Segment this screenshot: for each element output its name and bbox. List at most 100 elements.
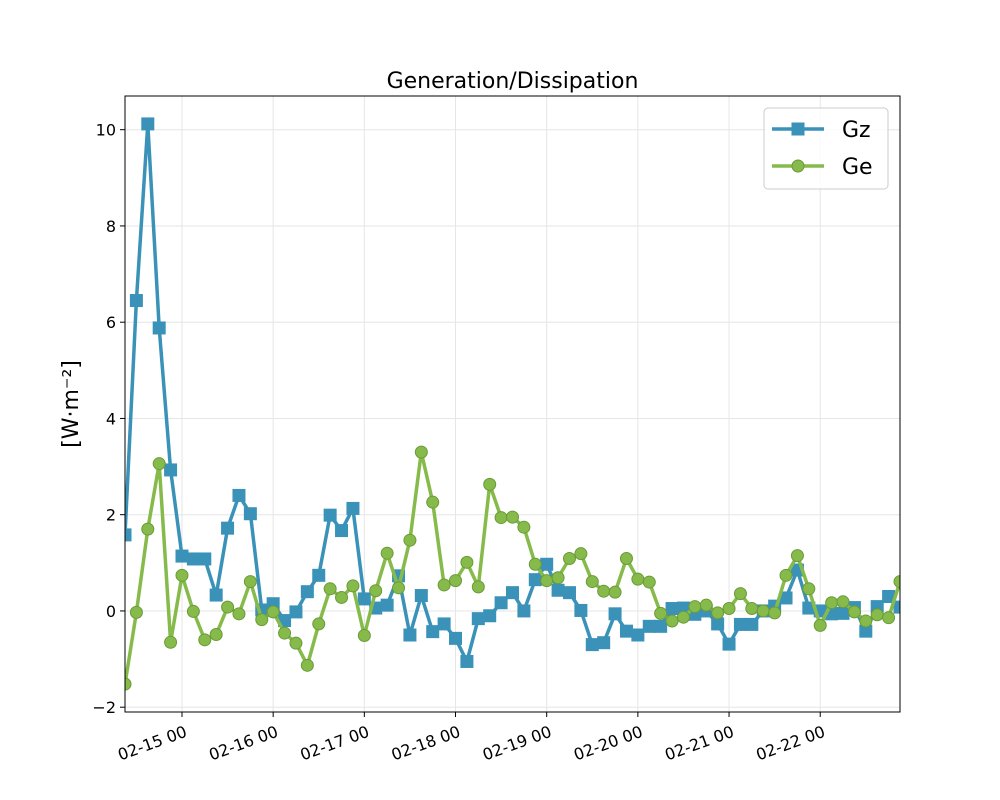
data-point-gz [528, 573, 542, 587]
legend: Gz Ge [763, 107, 889, 190]
data-point-gz [449, 631, 463, 645]
data-point-gz [141, 117, 155, 131]
data-point-ge [882, 611, 896, 625]
data-point-ge [471, 580, 485, 594]
data-point-gz [471, 612, 485, 626]
y-axis-label: [W·m⁻²] [59, 360, 84, 448]
data-point-gz [426, 625, 440, 639]
y-tick-label: 8 [106, 217, 116, 236]
data-point-gz [221, 521, 235, 535]
data-point-gz [665, 602, 679, 616]
data-point-ge [619, 551, 633, 565]
data-point-gz [129, 294, 143, 308]
data-point-ge [449, 574, 463, 588]
data-point-ge [300, 658, 314, 672]
legend-label-gz: Gz [842, 118, 871, 143]
data-point-ge [164, 635, 178, 649]
data-point-ge [209, 628, 223, 642]
data-point-ge [335, 590, 349, 604]
data-point-gz [335, 524, 349, 538]
data-point-ge [414, 445, 428, 459]
data-point-ge [847, 605, 861, 619]
plot-area [125, 117, 900, 691]
data-point-gz [164, 463, 178, 477]
data-point-ge [688, 600, 702, 614]
data-point-ge [266, 605, 280, 619]
data-point-gz [460, 654, 474, 668]
data-point-gz [357, 592, 371, 606]
series-gz [125, 117, 900, 668]
data-point-ge [699, 598, 713, 612]
data-point-ge [152, 457, 166, 471]
data-point-gz [437, 617, 451, 631]
data-point-ge [528, 557, 542, 571]
data-point-ge [437, 578, 451, 592]
series-ge [125, 445, 900, 691]
data-point-ge [129, 605, 143, 619]
data-point-ge [768, 606, 782, 620]
data-point-gz [631, 628, 645, 642]
data-point-ge [733, 587, 747, 601]
data-point-ge [813, 618, 827, 632]
y-tick-label: 4 [106, 409, 116, 428]
data-point-gz [175, 549, 189, 563]
data-point-ge [175, 568, 189, 582]
data-point-gz [711, 617, 725, 631]
data-point-gz [483, 609, 497, 623]
y-tick-label: 10 [96, 121, 116, 140]
data-point-gz [346, 501, 360, 515]
data-point-gz [585, 638, 599, 652]
data-point-gz [380, 598, 394, 612]
data-point-ge [825, 596, 839, 610]
data-point-ge [243, 575, 257, 589]
data-point-gz [506, 586, 519, 600]
data-point-gz [517, 604, 531, 618]
data-point-gz [619, 624, 633, 638]
data-point-ge [517, 520, 531, 534]
data-point-ge [870, 608, 884, 622]
data-point-gz [562, 586, 576, 600]
data-point-ge [232, 607, 246, 621]
data-point-ge [790, 549, 804, 563]
data-point-ge [255, 613, 269, 627]
data-point-ge [665, 614, 679, 628]
data-point-gz [232, 488, 246, 502]
legend-marker-ge [791, 159, 805, 173]
axes-frame [124, 95, 901, 713]
data-point-gz [836, 606, 850, 620]
data-point-ge [369, 584, 383, 598]
data-point-gz [209, 588, 223, 602]
data-point-gz [574, 603, 588, 617]
data-point-ge [141, 522, 155, 536]
data-point-ge [483, 477, 497, 491]
data-point-ge [722, 602, 736, 616]
legend-marker-gz [791, 122, 805, 136]
y-tick-label: 0 [106, 602, 116, 621]
data-point-gz [540, 557, 554, 571]
data-point-gz [300, 585, 314, 599]
data-point-gz [125, 528, 132, 542]
data-point-ge [403, 533, 417, 547]
data-point-ge [676, 610, 690, 624]
data-point-gz [289, 605, 303, 619]
y-tick-label: 2 [106, 506, 116, 525]
data-point-gz [414, 589, 428, 603]
data-point-ge [893, 575, 900, 589]
data-point-gz [198, 552, 212, 566]
data-point-ge [426, 495, 440, 509]
data-point-ge [597, 584, 611, 598]
y-tick-label: −2 [92, 698, 116, 717]
data-point-ge [608, 585, 622, 599]
data-point-ge [312, 617, 326, 631]
data-point-ge [357, 628, 371, 642]
data-point-ge [346, 579, 360, 593]
data-point-gz [312, 568, 326, 582]
data-point-ge [198, 633, 212, 647]
data-point-ge [125, 677, 132, 691]
data-point-ge [289, 636, 303, 650]
data-point-gz [186, 552, 200, 566]
data-point-gz [403, 628, 417, 642]
data-point-ge [380, 546, 394, 560]
data-point-gz [551, 583, 565, 597]
